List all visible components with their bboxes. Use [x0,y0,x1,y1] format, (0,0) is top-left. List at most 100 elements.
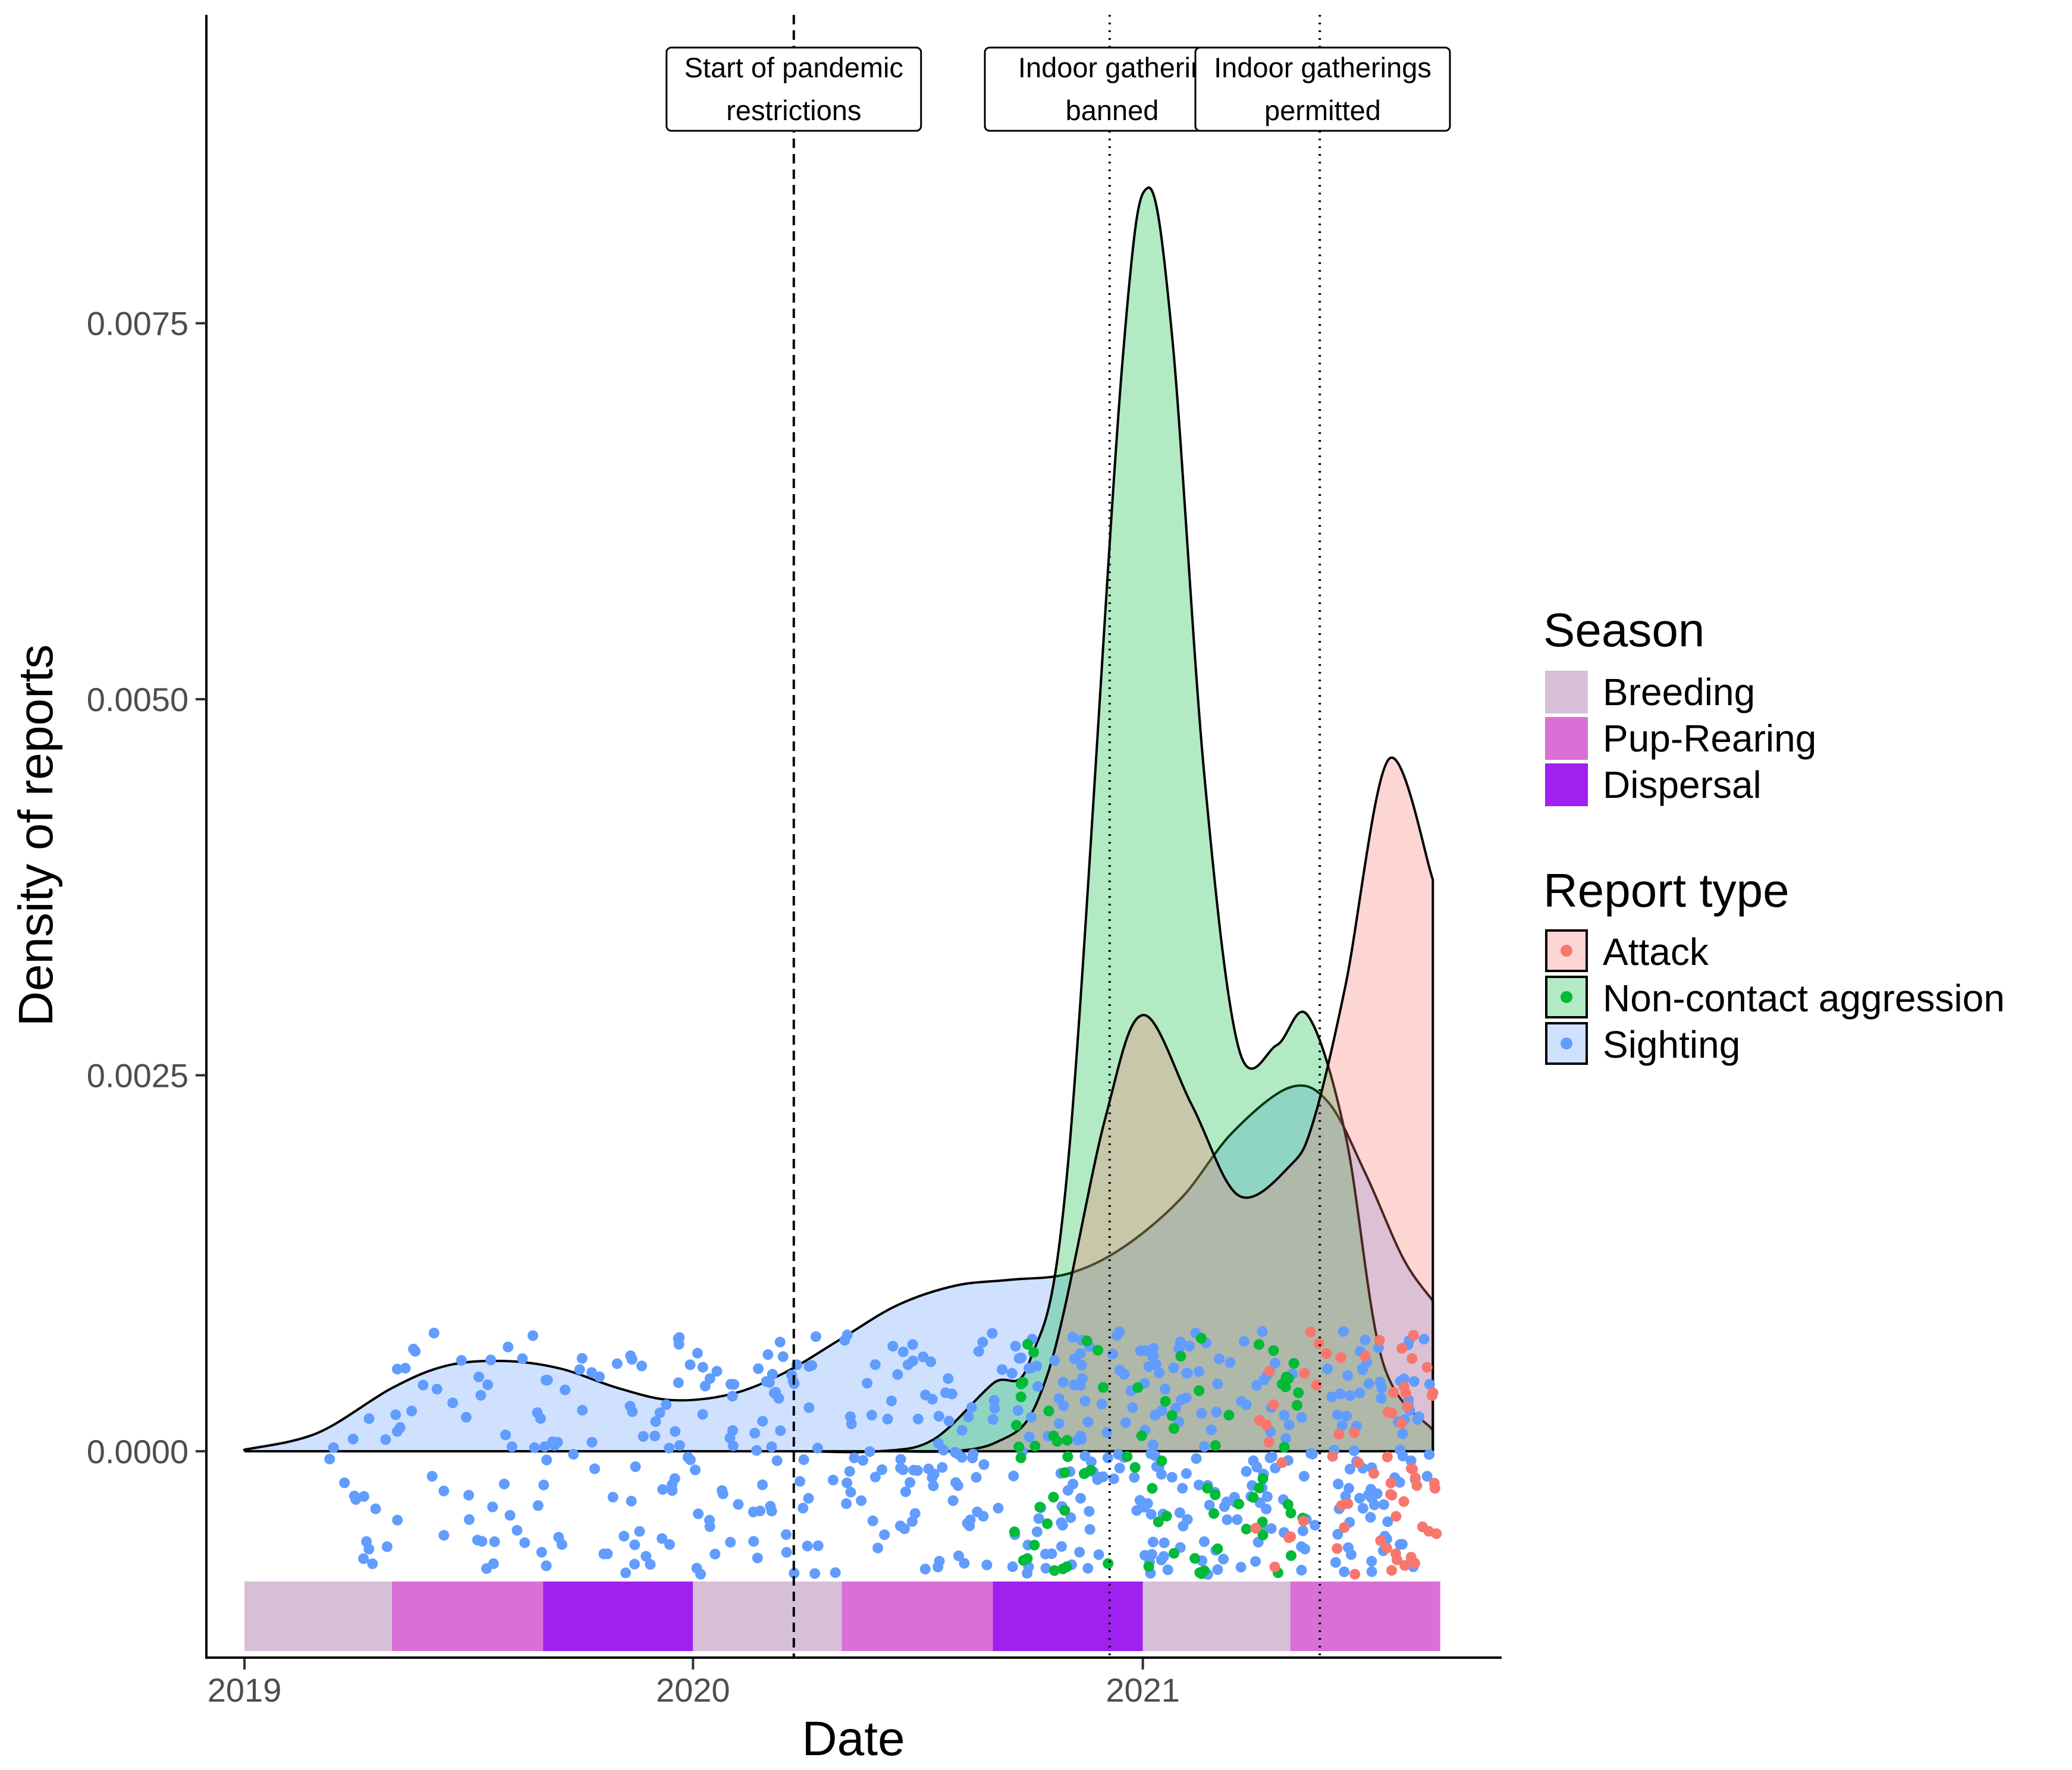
report-point-sighting [431,1384,442,1395]
report-point-sighting [1368,1499,1380,1511]
report-point-sighting [1112,1330,1122,1341]
report-point-sighting [489,1536,500,1547]
report-point-non-contact-aggression [1062,1435,1073,1446]
report-point-sighting [1204,1499,1215,1511]
report-point-sighting [577,1404,588,1416]
report-point-sighting [1365,1512,1376,1523]
report-point-sighting [472,1535,483,1546]
report-point-sighting [775,1425,786,1436]
report-point-sighting [886,1395,897,1407]
report-point-sighting [987,1328,998,1339]
season-band [244,1582,1440,1651]
report-point-sighting [654,1407,665,1419]
report-point-sighting [485,1354,497,1366]
annotation-box [1194,46,1451,132]
report-point-sighting [729,1379,740,1390]
report-point-sighting [1082,1562,1094,1574]
report-point-sighting [1031,1526,1043,1538]
report-point-attack [1405,1552,1417,1563]
report-point-sighting [532,1500,544,1511]
report-point-non-contact-aggression [1195,1332,1207,1344]
report-point-attack [1382,1407,1393,1418]
report-point-sighting [1146,1549,1157,1560]
report-point-sighting [657,1533,668,1544]
report-point-sighting [1053,1418,1065,1429]
report-point-sighting [943,1416,955,1427]
report-point-sighting [630,1461,641,1472]
season-segment-4 [842,1582,993,1651]
report-point-sighting [641,1551,652,1562]
report-point-sighting [900,1486,911,1497]
report-point-sighting [568,1449,579,1460]
report-point-non-contact-aggression [1282,1499,1294,1510]
report-point-attack [1382,1451,1393,1463]
report-point-sighting [541,1375,552,1386]
report-point-attack [1374,1335,1385,1346]
report-point-sighting [1056,1541,1067,1552]
report-point-non-contact-aggression [1028,1347,1039,1358]
report-point-sighting [697,1409,708,1420]
report-point-sighting [1145,1448,1157,1460]
report-point-sighting [1168,1362,1179,1373]
report-point-sighting [1082,1416,1094,1428]
report-point-sighting [953,1550,964,1561]
report-point-sighting [598,1548,610,1560]
report-point-sighting [1158,1551,1169,1562]
report-point-non-contact-aggression [1208,1508,1219,1519]
report-point-sighting [1024,1431,1035,1442]
report-point-sighting [905,1477,915,1488]
report-point-sighting [858,1455,868,1466]
report-point-attack [1368,1468,1379,1479]
report-point-sighting [812,1442,823,1454]
report-point-sighting [400,1363,411,1374]
report-point-sighting [1084,1506,1095,1517]
report-point-sighting [802,1541,813,1552]
report-point-sighting [1366,1566,1377,1577]
report-point-sighting [670,1426,681,1437]
report-point-sighting [803,1493,814,1504]
y-tick-label: 0.0000 [87,1433,189,1470]
report-point-sighting [1032,1381,1043,1392]
report-point-sighting [690,1464,701,1476]
report-point-sighting [887,1341,899,1352]
report-point-sighting [927,1472,938,1483]
report-point-non-contact-aggression [1257,1473,1269,1484]
report-point-sighting [844,1466,855,1477]
report-point-non-contact-aggression [1048,1492,1059,1503]
report-point-sighting [1374,1376,1386,1388]
report-point-sighting [358,1553,369,1564]
report-point-non-contact-aggression [1009,1526,1020,1538]
report-point-sighting [1405,1455,1417,1466]
report-point-sighting [693,1508,704,1520]
report-point-sighting [625,1350,636,1362]
report-point-sighting [1182,1514,1193,1525]
ticks: 2019 2020 2021 0.0000 0.0025 0.0050 0.0075 [87,305,1180,1709]
report-point-sighting [1296,1412,1307,1423]
report-point-sighting [764,1377,775,1388]
legend-report-dot [1561,945,1572,957]
report-point-non-contact-aggression [1022,1339,1033,1350]
season-segment-5 [993,1582,1143,1651]
report-point-sighting [1140,1345,1151,1356]
report-point-non-contact-aggression [1018,1555,1029,1566]
report-point-sighting [1065,1512,1076,1523]
report-point-sighting [1332,1409,1343,1420]
report-point-sighting [475,1389,486,1401]
report-point-sighting [895,1463,906,1474]
density-area-attack [880,757,1433,1452]
report-point-sighting [428,1328,439,1339]
report-point-sighting [839,1335,850,1346]
report-point-sighting [827,1475,839,1486]
annotation-box [665,46,922,132]
report-point-sighting [846,1418,857,1429]
report-point-sighting [392,1363,403,1375]
report-point-sighting [766,1505,777,1517]
report-point-sighting [438,1530,450,1541]
report-point-attack [1335,1352,1346,1363]
report-point-non-contact-aggression [1268,1345,1279,1356]
report-point-attack [1311,1379,1322,1391]
report-point-sighting [987,1414,999,1425]
report-point-sighting [1283,1419,1295,1431]
report-point-sighting [1250,1556,1261,1567]
